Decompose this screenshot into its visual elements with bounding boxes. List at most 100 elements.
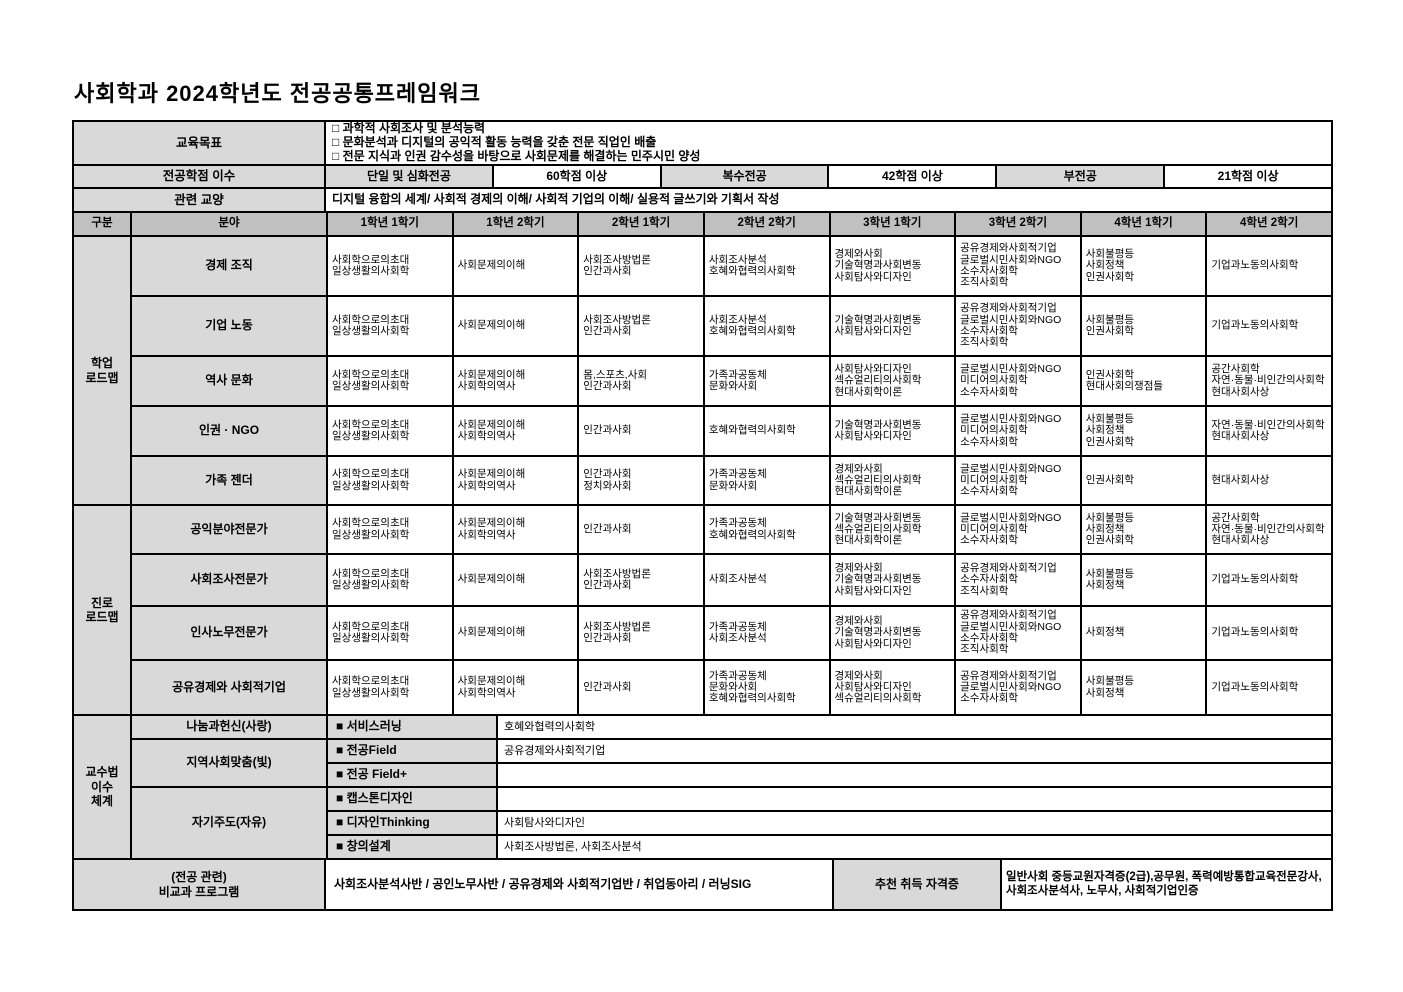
field-label: 기업 노동 bbox=[132, 297, 326, 355]
column-header-field: 분야 bbox=[132, 213, 326, 235]
course-cell: 사회학으로의초대 일상생활의사회학 bbox=[328, 407, 452, 455]
column-header-gubun: 구분 bbox=[74, 213, 130, 235]
course-cell: 글로벌시민사회와NGO 미디어의사회학 소수자사회학 bbox=[956, 407, 1080, 455]
pedagogy-method: ■ 디자인Thinking bbox=[328, 812, 496, 834]
field-label: 사회조사전문가 bbox=[132, 555, 326, 605]
semester-header: 1학년 2학기 bbox=[453, 213, 578, 235]
course-cell: 사회불평등 사회정책 인권사회학 bbox=[1081, 506, 1206, 553]
extracurricular-programs: 사회조사분석사반 / 공인노무사반 / 공유경제와 사회적기업반 / 취업동아리… bbox=[326, 860, 832, 909]
page-title: 사회학과 2024학년도 전공공통프레임워크 bbox=[74, 81, 482, 106]
course-cell: 사회문제의이해 bbox=[453, 555, 578, 605]
pedagogy-course: 공유경제와사회적기업 bbox=[498, 740, 1331, 762]
course-cell: 공간사회학 자연·동물·비인간의사회학 현대사회사상 bbox=[1207, 357, 1331, 405]
course-cell: 가족과공동체 문화와사회 호혜와협력의사회학 bbox=[704, 661, 829, 714]
pedagogy-course: 사회탐사와디자인 bbox=[498, 812, 1331, 834]
pedagogy-method: ■ 전공Field bbox=[328, 740, 496, 762]
course-cell: 사회학으로의초대 일상생활의사회학 bbox=[328, 457, 452, 504]
course-cell: 기술혁명과사회변동 사회탐사와디자인 bbox=[830, 407, 955, 455]
pedagogy-category: 지역사회맞춤(빛) bbox=[132, 740, 326, 786]
pedagogy-course: 사회조사방법론, 사회조사분석 bbox=[498, 836, 1331, 858]
course-cell: 사회조사방법론 인간과사회 bbox=[579, 297, 703, 355]
course-cell: 인간과사회 bbox=[579, 407, 703, 455]
course-cell: 기업과노동의사회학 bbox=[1207, 607, 1331, 659]
course-cell: 사회조사방법론 인간과사회 bbox=[579, 555, 703, 605]
course-cell: 인간과사회 정치와사회 bbox=[579, 457, 703, 504]
course-cell: 사회불평등 인권사회학 bbox=[1081, 297, 1206, 355]
course-cell: 인간과사회 bbox=[579, 661, 703, 714]
pedagogy-method: ■ 서비스러닝 bbox=[328, 716, 496, 738]
credit-value: 60학점 이상 bbox=[493, 166, 660, 187]
course-cell: 기술혁명과사회변동 사회탐사와디자인 bbox=[830, 297, 955, 355]
course-cell: 기술혁명과사회변동 섹슈얼리티의사회학 현대사회학이론 bbox=[830, 506, 955, 553]
framework-document: 사회학과 2024학년도 전공공통프레임워크 교육목표 □ 과학적 사회조사 및… bbox=[72, 76, 1333, 911]
education-goals: □ 과학적 사회조사 및 분석능력 □ 문화분석과 디지털의 공익적 활동 능력… bbox=[326, 122, 1331, 164]
course-cell: 사회학으로의초대 일상생활의사회학 bbox=[328, 555, 452, 605]
course-cell: 인간과사회 bbox=[579, 506, 703, 553]
course-cell: 글로벌시민사회와NGO 미디어의사회학 소수자사회학 bbox=[956, 457, 1080, 504]
course-cell: 가족과공동체 문화와사회 bbox=[704, 457, 829, 504]
recommended-licenses: 일반사회 중등교원자격증(2급),공무원, 폭력예방통합교육전문강사, 사회조사… bbox=[1002, 860, 1331, 909]
course-cell: 기업과노동의사회학 bbox=[1207, 237, 1331, 295]
education-goal-label: 교육목표 bbox=[74, 122, 324, 164]
field-label: 가족 젠더 bbox=[132, 457, 326, 504]
credit-requirement-label: 전공학점 이수 bbox=[74, 166, 324, 187]
course-cell: 기업과노동의사회학 bbox=[1207, 661, 1331, 714]
course-cell: 사회조사방법론 인간과사회 bbox=[579, 607, 703, 659]
semester-header: 2학년 2학기 bbox=[704, 213, 829, 235]
course-cell: 경제와사회 기술혁명과사회변동 사회탐사와디자인 bbox=[830, 237, 955, 295]
course-cell: 사회학으로의초대 일상생활의사회학 bbox=[328, 607, 452, 659]
pedagogy-course: 호혜와협력의사회학 bbox=[498, 716, 1331, 738]
course-cell: 자연·동물·비인간의사회학 현대사회사상 bbox=[1207, 407, 1331, 455]
semester-header: 3학년 2학기 bbox=[956, 213, 1080, 235]
course-cell: 인권사회학 현대사회의쟁점들 bbox=[1081, 357, 1206, 405]
liberal-arts-courses: 디지털 융합의 세계/ 사회적 경제의 이해/ 사회적 기업의 이해/ 실용적 … bbox=[326, 189, 1331, 211]
course-cell: 가족과공동체 사회조사분석 bbox=[704, 607, 829, 659]
course-cell: 사회문제의이해 bbox=[453, 607, 578, 659]
field-label: 인권 · NGO bbox=[132, 407, 326, 455]
course-cell: 사회학으로의초대 일상생활의사회학 bbox=[328, 237, 452, 295]
course-cell: 사회문제의이해 bbox=[453, 297, 578, 355]
course-cell: 몸,스포츠,사회 인간과사회 bbox=[579, 357, 703, 405]
course-cell: 현대사회사상 bbox=[1207, 457, 1331, 504]
pedagogy-method: ■ 전공 Field+ bbox=[328, 764, 496, 786]
course-cell: 사회불평등 사회정책 인권사회학 bbox=[1081, 407, 1206, 455]
course-cell: 사회조사방법론 인간과사회 bbox=[579, 237, 703, 295]
course-cell: 사회불평등 사회정책 bbox=[1081, 661, 1206, 714]
course-cell: 사회조사분석 호혜와협력의사회학 bbox=[704, 297, 829, 355]
pedagogy-category: 자기주도(자유) bbox=[132, 788, 326, 858]
course-cell: 공유경제와사회적기업 글로벌시민사회와NGO 소수자사회학 조직사회학 bbox=[956, 297, 1080, 355]
course-cell: 사회조사분석 bbox=[704, 555, 829, 605]
course-cell: 사회불평등 사회정책 인권사회학 bbox=[1081, 237, 1206, 295]
course-cell: 사회학으로의초대 일상생활의사회학 bbox=[328, 506, 452, 553]
course-cell: 경제와사회 기술혁명과사회변동 사회탐사와디자인 bbox=[830, 555, 955, 605]
course-cell: 공유경제와사회적기업 글로벌시민사회와NGO 소수자사회학 조직사회학 bbox=[956, 607, 1080, 659]
course-cell: 사회문제의이해 bbox=[453, 237, 578, 295]
course-cell: 사회조사분석 호혜와협력의사회학 bbox=[704, 237, 829, 295]
course-cell: 사회탐사와디자인 섹슈얼리티의사회학 현대사회학이론 bbox=[830, 357, 955, 405]
course-cell: 경제와사회 사회탐사와디자인 섹슈얼리티의사회학 bbox=[830, 661, 955, 714]
semester-header: 3학년 1학기 bbox=[830, 213, 955, 235]
credit-type: 단일 및 심화전공 bbox=[326, 166, 492, 187]
credit-value: 42학점 이상 bbox=[829, 166, 996, 187]
course-cell: 사회정책 bbox=[1081, 607, 1206, 659]
pedagogy-category: 나눔과헌신(사랑) bbox=[132, 716, 326, 738]
course-cell: 글로벌시민사회와NGO 미디어의사회학 소수자사회학 bbox=[956, 506, 1080, 553]
semester-header: 1학년 1학기 bbox=[328, 213, 452, 235]
course-cell: 기업과노동의사회학 bbox=[1207, 297, 1331, 355]
field-label: 경제 조직 bbox=[132, 237, 326, 295]
pedagogy-course bbox=[498, 764, 1331, 786]
liberal-arts-label: 관련 교양 bbox=[74, 189, 324, 211]
pedagogy-method: ■ 창의설계 bbox=[328, 836, 496, 858]
field-label: 공익분야전문가 bbox=[132, 506, 326, 553]
pedagogy-course bbox=[498, 788, 1331, 810]
roadmap-matrix: 구분 분야 1학년 1학기 1학년 2학기 2학년 1학기 2학년 2학기 3학… bbox=[72, 211, 1333, 716]
course-cell: 사회학으로의초대 일상생활의사회학 bbox=[328, 297, 452, 355]
field-label: 공유경제와 사회적기업 bbox=[132, 661, 326, 714]
course-cell: 사회문제의이해 사회학의역사 bbox=[453, 506, 578, 553]
field-label: 역사 문화 bbox=[132, 357, 326, 405]
semester-header: 2학년 1학기 bbox=[579, 213, 703, 235]
course-cell: 공유경제와사회적기업 글로벌시민사회와NGO 소수자사회학 bbox=[956, 661, 1080, 714]
course-cell: 경제와사회 섹슈얼리티의사회학 현대사회학이론 bbox=[830, 457, 955, 504]
group-label-career-roadmap: 진로 로드맵 bbox=[74, 506, 130, 714]
course-cell: 공간사회학 자연·동물·비인간의사회학 현대사회사상 bbox=[1207, 506, 1331, 553]
